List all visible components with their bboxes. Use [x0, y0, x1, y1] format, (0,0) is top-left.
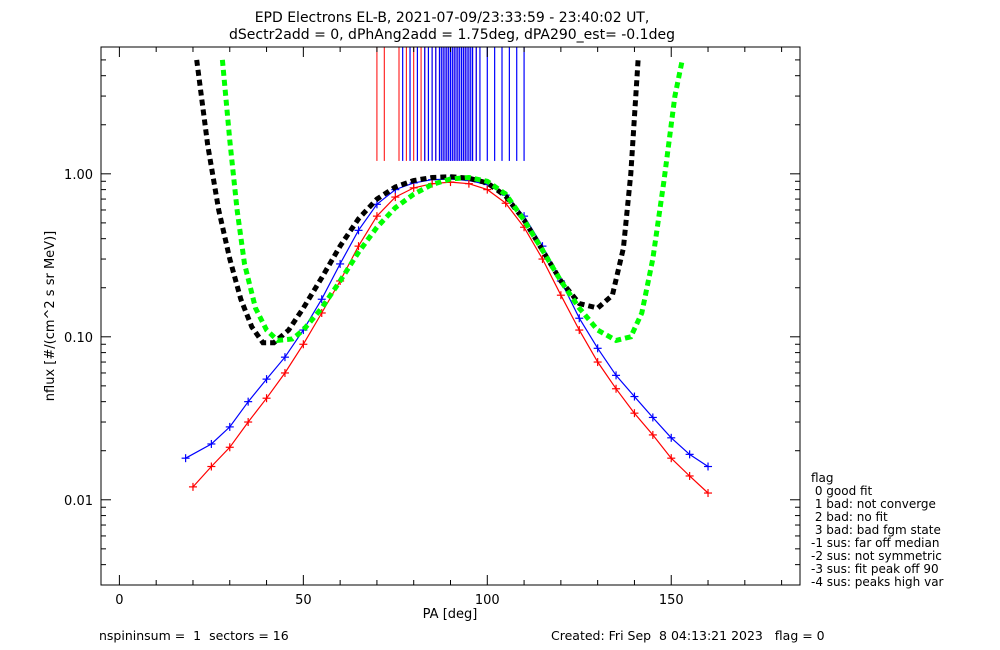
data-point [483, 185, 492, 194]
legend-entry: -3 sus: fit peak off 90 [811, 562, 939, 576]
data-point [317, 295, 326, 304]
data-point [244, 418, 253, 427]
data-point [280, 353, 289, 362]
series-line [194, 59, 641, 346]
data-point [667, 433, 676, 442]
legend-entry: -4 sus: peaks high var [811, 575, 944, 589]
data-point [225, 422, 234, 431]
y-tick-label: 1.00 [64, 168, 93, 183]
data-point [685, 450, 694, 459]
x-tick-label: 0 [115, 593, 123, 608]
data-point [612, 384, 621, 393]
data-point [207, 439, 216, 448]
data-point [575, 314, 584, 323]
data-point [667, 454, 676, 463]
data-point [575, 326, 584, 335]
legend: flag 0 good fit 1 bad: not converge 2 ba… [811, 471, 944, 589]
legend-entry: 0 good fit [811, 484, 873, 498]
data-point [556, 291, 565, 300]
footer-spin-info: nspininsum = 1 sectors = 16 [99, 628, 289, 643]
data-point [354, 226, 363, 235]
data-point [391, 193, 400, 202]
legend-entry: 1 bad: not converge [811, 497, 936, 511]
data-point [612, 371, 621, 380]
y-axis: 0.01 0.10 1.00 [64, 59, 800, 566]
data-point [630, 409, 639, 418]
data-point [593, 344, 602, 353]
data-point [280, 368, 289, 377]
data-point [648, 430, 657, 439]
data-point [593, 358, 602, 367]
legend-entry: 3 bad: bad fgm state [811, 523, 941, 537]
legend-title: flag [811, 471, 834, 485]
data-point [464, 179, 473, 188]
x-axis-label: PA [deg] [423, 607, 478, 622]
data-point [244, 397, 253, 406]
data-point [188, 482, 197, 491]
legend-entry: 2 bad: no fit [811, 510, 888, 524]
y-tick-label: 0.10 [64, 331, 93, 346]
y-axis-label: nflux [#/(cm^2 s sr MeV)] [43, 231, 58, 401]
data-point [685, 471, 694, 480]
footer-created-info: Created: Fri Sep 8 04:13:21 2023 flag = … [551, 628, 825, 643]
chart-title: EPD Electrons EL-B, 2021-07-09/23:33:59 … [255, 10, 650, 26]
x-axis: 0 50 100 150 [115, 47, 783, 608]
legend-entry: -1 sus: far off median [811, 536, 939, 550]
data-point [501, 199, 510, 208]
data-point [704, 462, 713, 471]
data-point [225, 443, 234, 452]
data-point [262, 375, 271, 384]
data-point [648, 413, 657, 422]
y-tick-label: 0.01 [64, 494, 93, 509]
data-layer [181, 47, 713, 498]
data-point [207, 462, 216, 471]
x-tick-label: 50 [295, 593, 312, 608]
series-line [219, 59, 685, 344]
data-point [409, 183, 418, 192]
series-line [185, 178, 709, 468]
data-point [630, 392, 639, 401]
x-tick-label: 100 [475, 593, 500, 608]
data-point [181, 454, 190, 463]
data-point [336, 259, 345, 268]
data-point [262, 394, 271, 403]
x-tick-label: 150 [659, 593, 684, 608]
data-point [704, 489, 713, 498]
legend-entry: -2 sus: not symmetric [811, 549, 942, 563]
chart-subtitle: dSectr2add = 0, dPhAng2add = 1.75deg, dP… [229, 27, 675, 43]
data-point [372, 212, 381, 221]
data-point [299, 340, 308, 349]
